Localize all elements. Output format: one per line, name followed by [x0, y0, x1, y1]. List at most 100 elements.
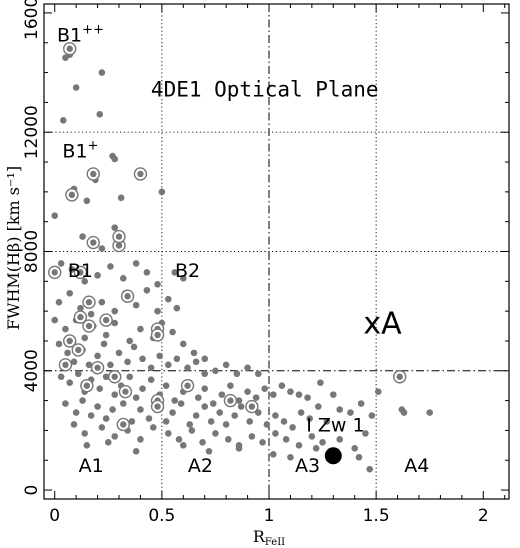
data-point	[137, 436, 144, 443]
region-label-a2: A2	[188, 455, 213, 477]
data-point	[224, 436, 232, 443]
data-point	[132, 301, 140, 309]
data-point	[272, 412, 279, 419]
data-point	[289, 424, 296, 431]
y-tick-label: 12000	[22, 105, 42, 159]
x-tick-label: 0.5	[148, 506, 175, 526]
data-point	[87, 412, 95, 419]
data-point	[194, 394, 202, 401]
circled-data-point	[82, 319, 96, 333]
data-point	[145, 415, 153, 422]
data-point	[62, 325, 69, 333]
circled-data-point	[116, 417, 130, 432]
data-point	[400, 409, 408, 416]
data-point	[201, 355, 209, 363]
data-point	[94, 403, 101, 410]
circled-data-point	[73, 265, 88, 280]
data-point	[94, 352, 101, 360]
data-point	[272, 430, 279, 437]
data-point	[233, 370, 241, 378]
data-point	[248, 433, 256, 440]
data-point	[139, 355, 146, 363]
data-point	[319, 439, 326, 446]
data-point	[100, 340, 108, 348]
region-label-b1-plus: B1+	[62, 139, 98, 163]
data-point	[171, 397, 179, 404]
data-point	[79, 233, 86, 240]
circled-data-point	[90, 361, 105, 375]
data-point	[162, 382, 170, 389]
x-tick-label: 1	[264, 506, 275, 526]
data-point	[368, 412, 376, 419]
region-label-b2: B2	[175, 260, 200, 282]
data-point	[336, 436, 344, 443]
data-point	[280, 418, 288, 425]
axis-ticks: 0 0.5 1 1.5 2 0 4000 8000 12000 16000	[22, 0, 509, 526]
data-point	[304, 394, 311, 401]
data-point	[83, 197, 91, 205]
x-tick-label: 1.5	[363, 506, 390, 526]
data-point	[109, 406, 116, 413]
circled-data-point	[63, 334, 77, 348]
data-point	[164, 361, 172, 369]
data-point	[111, 155, 119, 163]
data-point	[154, 281, 161, 288]
data-point	[175, 436, 183, 443]
data-point	[162, 418, 170, 425]
data-point	[179, 275, 187, 282]
data-point	[347, 409, 354, 416]
data-point	[55, 298, 63, 306]
data-point	[111, 319, 119, 327]
data-point	[227, 382, 234, 389]
x-axis-label: RFeII	[253, 527, 285, 548]
x-tick-label: 2	[478, 506, 489, 526]
data-point	[137, 325, 144, 333]
data-point	[287, 388, 294, 395]
data-point	[199, 439, 206, 446]
circled-data-point	[73, 310, 88, 324]
data-point	[132, 260, 140, 267]
data-point	[154, 307, 161, 315]
data-point	[201, 403, 209, 410]
data-point	[192, 412, 200, 419]
circled-data-point	[108, 370, 122, 384]
data-point	[254, 370, 262, 378]
data-point	[137, 406, 144, 413]
circled-data-point	[63, 42, 77, 56]
data-point	[169, 328, 176, 336]
data-point	[190, 349, 198, 357]
circled-data-point	[99, 313, 113, 327]
circled-data-point	[58, 358, 73, 372]
data-point	[231, 412, 239, 419]
data-point	[77, 304, 84, 312]
data-point	[426, 409, 434, 416]
data-point	[158, 188, 166, 196]
data-point	[107, 361, 114, 369]
data-point	[287, 453, 294, 461]
data-point	[149, 424, 157, 431]
data-point	[362, 430, 369, 437]
data-point	[207, 418, 215, 425]
data-point	[188, 427, 196, 434]
region-dividers	[44, 4, 509, 499]
data-point	[201, 370, 209, 378]
data-point	[329, 391, 337, 398]
data-point	[68, 266, 76, 273]
data-point	[81, 278, 89, 285]
izw1-annotation: I Zw 1	[306, 414, 364, 436]
circled-data-point	[393, 370, 407, 384]
data-point	[111, 391, 119, 398]
y-tick-label: 0	[22, 485, 42, 496]
data-point	[261, 385, 269, 392]
data-point	[336, 406, 344, 413]
data-point	[201, 385, 209, 392]
region-label-b1-plusplus: B1++	[57, 22, 104, 46]
circled-data-point	[223, 393, 238, 408]
data-point	[306, 415, 314, 422]
xa-label: xA	[363, 307, 402, 342]
data-point	[79, 397, 86, 404]
circled-data-point	[48, 265, 62, 280]
data-point	[81, 430, 89, 437]
data-point	[244, 388, 251, 395]
data-point	[355, 453, 363, 461]
